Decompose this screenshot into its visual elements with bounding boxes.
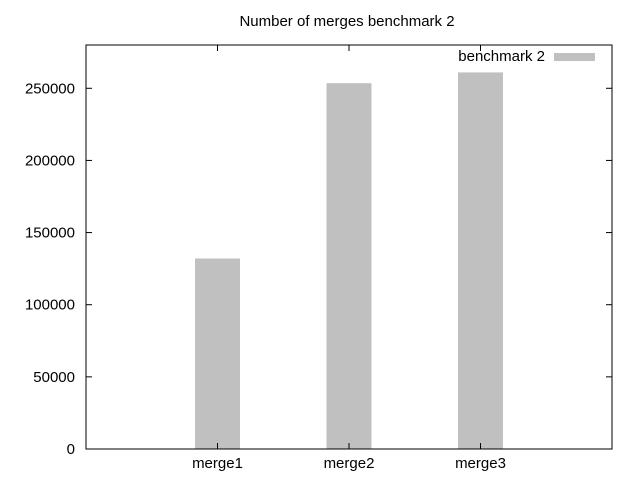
- legend: benchmark 2: [458, 48, 595, 65]
- plot-frame: [85, 44, 613, 450]
- y-tick-label: 200000: [25, 152, 75, 169]
- legend-label: benchmark 2: [458, 48, 545, 65]
- bar-merge1: [195, 258, 240, 449]
- bar-merge3: [458, 72, 503, 450]
- y-tick-label: 50000: [33, 369, 75, 386]
- axis-ticks: [86, 45, 612, 450]
- y-tick-label: 250000: [25, 80, 75, 97]
- y-tick-label: 150000: [25, 225, 75, 242]
- x-tick-label-merge3: merge3: [455, 455, 506, 472]
- chart-title: Number of merges benchmark 2: [239, 13, 454, 30]
- y-axis-tick-labels: 0 50000 100000 150000 200000 250000: [25, 80, 75, 458]
- x-tick-label-merge1: merge1: [192, 455, 243, 472]
- y-tick-label: 100000: [25, 297, 75, 314]
- bars-layer: [195, 72, 503, 450]
- x-tick-label-merge2: merge2: [324, 455, 375, 472]
- x-axis-tick-labels: merge1 merge2 merge3: [192, 455, 506, 472]
- y-tick-label: 0: [67, 441, 75, 458]
- legend-swatch: [554, 53, 595, 61]
- bar-merge2: [326, 83, 372, 449]
